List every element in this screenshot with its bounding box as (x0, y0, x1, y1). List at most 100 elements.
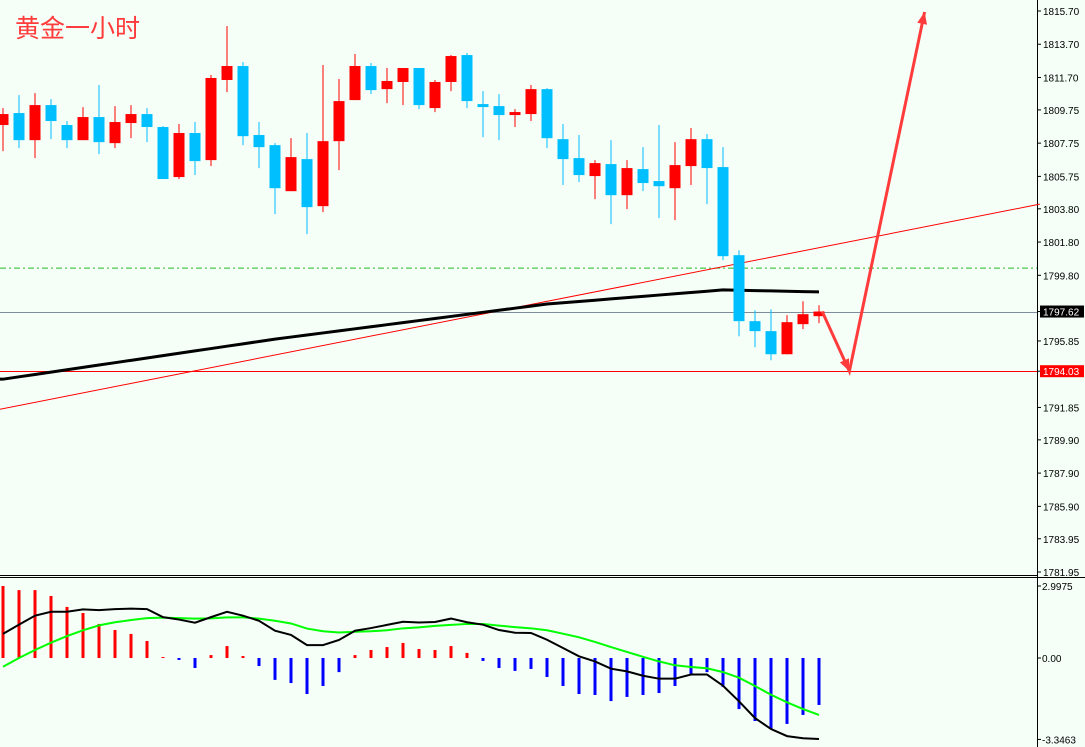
candle[interactable] (509, 109, 521, 128)
forecast-arrow[interactable] (820, 11, 927, 376)
macd-main-line[interactable] (2, 607, 820, 741)
candle-body (813, 311, 825, 317)
candle-body (621, 168, 633, 196)
candle[interactable] (45, 99, 57, 140)
candle[interactable] (93, 84, 105, 155)
macd-histogram-bar (529, 658, 533, 669)
macd-histogram-bar (113, 630, 117, 658)
candle-body (109, 122, 121, 144)
candle-body (173, 133, 185, 178)
price-label: 1797.62 (1043, 308, 1080, 319)
candle[interactable] (413, 68, 425, 110)
candle[interactable] (525, 84, 537, 122)
candle[interactable] (557, 124, 569, 186)
candle[interactable] (317, 65, 329, 213)
candle[interactable] (733, 250, 745, 337)
candle[interactable] (381, 68, 393, 104)
candle[interactable] (621, 160, 633, 210)
candle[interactable] (429, 79, 441, 113)
candle[interactable] (109, 106, 121, 149)
candle[interactable] (493, 94, 505, 141)
macd-histogram-bar (161, 657, 165, 659)
candle[interactable] (781, 315, 793, 355)
candle-body (749, 321, 761, 332)
macd-tick-label: -3.3463 (1042, 735, 1076, 746)
price-tick-label: 1813.70 (1043, 40, 1080, 51)
candle[interactable] (573, 135, 585, 183)
candle[interactable] (461, 53, 473, 109)
macd-histogram-bar (545, 658, 549, 677)
macd-histogram-bar (513, 658, 517, 671)
macd-histogram-bar (673, 658, 677, 686)
macd-histogram-bar (49, 595, 53, 658)
candle[interactable] (157, 126, 169, 180)
candle[interactable] (797, 301, 809, 330)
candle[interactable] (605, 140, 617, 225)
candle[interactable] (589, 160, 601, 200)
moving-average-line[interactable] (0, 288, 820, 381)
price-tick-label: 1805.75 (1043, 172, 1080, 183)
candle-body (797, 314, 809, 325)
price-tick-label: 1815.70 (1043, 7, 1080, 18)
macd-histogram-bar (817, 658, 821, 705)
candle-body (141, 114, 153, 128)
price-tick-label: 1803.80 (1043, 205, 1080, 216)
candle[interactable] (0, 108, 9, 152)
candle[interactable] (141, 108, 153, 143)
candle-body (461, 55, 473, 102)
macd-histogram-bar (337, 658, 341, 673)
candle[interactable] (77, 107, 89, 141)
candle[interactable] (205, 74, 217, 167)
candle-body (285, 157, 297, 192)
candle[interactable] (669, 142, 681, 221)
macd-histogram-bar (209, 655, 213, 658)
macd-histogram-bar (289, 658, 293, 684)
candle[interactable] (349, 54, 361, 101)
candle-body (29, 105, 41, 141)
macd-histogram-bar (97, 623, 101, 658)
candle[interactable] (813, 305, 825, 324)
candle-body (13, 113, 25, 141)
macd-histogram-bar (737, 658, 741, 710)
candle[interactable] (637, 147, 649, 192)
candle[interactable] (765, 309, 777, 361)
candle[interactable] (477, 91, 489, 138)
candle[interactable] (269, 143, 281, 215)
candle-body (717, 167, 729, 257)
candle[interactable] (253, 122, 265, 169)
candle[interactable] (333, 78, 345, 171)
macd-histogram-bar (401, 642, 405, 658)
macd-histogram-bar (321, 658, 325, 686)
candle[interactable] (541, 88, 553, 149)
candle[interactable] (653, 125, 665, 219)
candle[interactable] (749, 310, 761, 348)
candle[interactable] (717, 147, 729, 261)
candle[interactable] (61, 121, 73, 149)
candle-body (413, 68, 425, 106)
candle[interactable] (397, 68, 409, 106)
candle[interactable] (237, 62, 249, 146)
candle[interactable] (365, 63, 377, 95)
macd-histogram-bar (705, 658, 709, 673)
candle[interactable] (701, 134, 713, 205)
candle[interactable] (125, 105, 137, 139)
candle-body (781, 322, 793, 355)
candle-body (221, 66, 233, 80)
candle-body (157, 127, 169, 180)
price-tick-label: 1799.80 (1043, 271, 1080, 282)
candle[interactable] (13, 95, 25, 149)
macd-signal-line[interactable] (2, 616, 820, 716)
candle[interactable] (445, 55, 457, 92)
candle-body (189, 133, 201, 162)
candle[interactable] (285, 138, 297, 192)
candle[interactable] (301, 133, 313, 235)
price-tick-label: 1795.85 (1043, 337, 1080, 348)
candle[interactable] (189, 122, 201, 176)
candle[interactable] (685, 128, 697, 186)
candle[interactable] (221, 25, 233, 93)
candle[interactable] (173, 124, 185, 180)
candle[interactable] (29, 93, 41, 159)
macd-histogram-bar (609, 658, 613, 702)
candle-body (669, 165, 681, 189)
